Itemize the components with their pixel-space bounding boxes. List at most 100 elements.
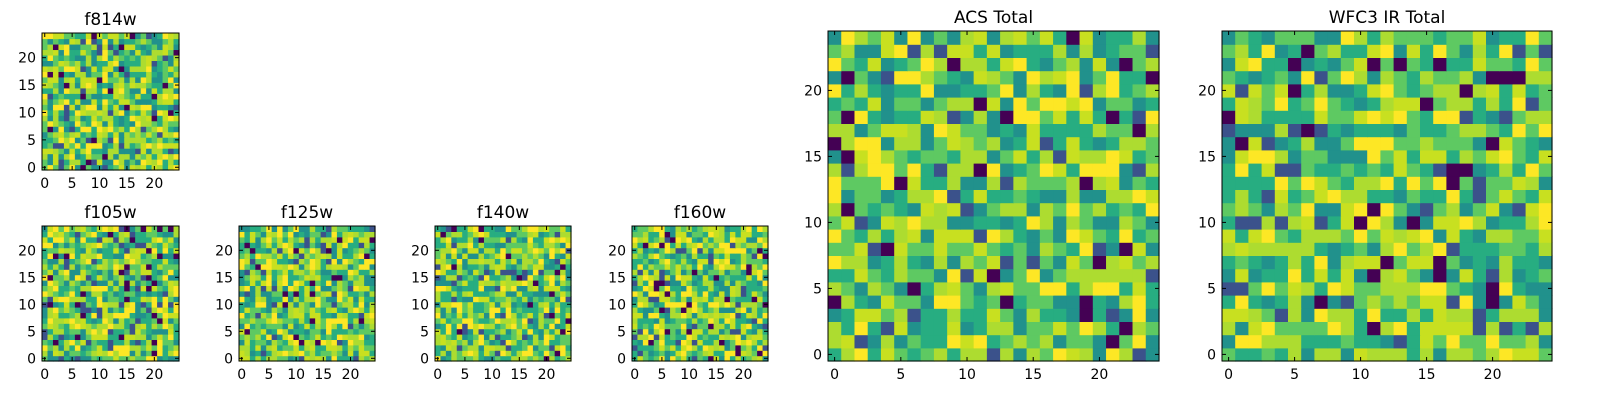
- heatmap-cell: [140, 104, 147, 111]
- heatmap-cell: [697, 242, 704, 249]
- heatmap-cell: [326, 247, 333, 254]
- heatmap-cell: [1053, 110, 1067, 124]
- heatmap-cell: [118, 109, 125, 116]
- heatmap-cell: [74, 164, 81, 171]
- heatmap-cell: [74, 258, 81, 265]
- heatmap-cell: [304, 258, 311, 265]
- heatmap-cell: [287, 274, 294, 281]
- heatmap-cell: [841, 189, 856, 204]
- heatmap-cell: [358, 350, 365, 357]
- heatmap-cell: [135, 131, 142, 138]
- y-tick-label: 15: [411, 270, 429, 286]
- heatmap-cell: [157, 87, 164, 94]
- heatmap-cell: [1314, 334, 1329, 349]
- heatmap-cell: [724, 269, 731, 276]
- heatmap-cell: [680, 312, 687, 319]
- heatmap-cell: [129, 236, 136, 243]
- heatmap-cell: [489, 339, 496, 346]
- heatmap-cell: [168, 104, 175, 111]
- heatmap-cell: [1079, 149, 1094, 164]
- heatmap-cell: [1288, 321, 1302, 336]
- heatmap-cell: [1235, 242, 1249, 256]
- heatmap-cell: [1367, 136, 1381, 151]
- heatmap-cell: [102, 93, 109, 100]
- heatmap-cell: [632, 258, 639, 265]
- heatmap-cell: [543, 307, 550, 313]
- heatmap-cell: [854, 44, 869, 58]
- heatmap-cell: [331, 355, 338, 362]
- heatmap-cell: [1354, 321, 1368, 336]
- heatmap-cell: [483, 269, 490, 276]
- heatmap-cell: [102, 334, 109, 340]
- heatmap-cell: [260, 296, 267, 303]
- heatmap-cell: [74, 242, 81, 249]
- heatmap-cell: [42, 126, 49, 133]
- heatmap-cell: [331, 242, 338, 249]
- heatmap-cell: [1145, 57, 1160, 72]
- heatmap-cell: [353, 323, 360, 330]
- heatmap-cell: [52, 38, 60, 45]
- heatmap-cell: [173, 71, 180, 78]
- heatmap-cell: [85, 242, 92, 249]
- heatmap-cell: [522, 296, 529, 303]
- heatmap-cell: [91, 339, 98, 346]
- y-tick-label: 20: [1198, 83, 1216, 99]
- heatmap-cell: [85, 142, 92, 149]
- heatmap-cell: [52, 60, 60, 67]
- heatmap-cell: [664, 258, 671, 265]
- heatmap-cell: [1486, 268, 1500, 283]
- heatmap-cell: [1092, 110, 1107, 124]
- heatmap-cell: [1145, 163, 1160, 177]
- heatmap-cell: [724, 323, 731, 330]
- heatmap-cell: [1261, 347, 1276, 362]
- heatmap-cell: [854, 57, 869, 72]
- heatmap-cell: [947, 70, 961, 85]
- heatmap-cell: [1367, 321, 1381, 336]
- heatmap-cell: [867, 255, 882, 270]
- heatmap-cell: [1274, 334, 1289, 349]
- heatmap-cell: [58, 258, 65, 265]
- heatmap-cell: [129, 231, 136, 238]
- heatmap-cell: [146, 104, 153, 111]
- heatmap-cell: [489, 301, 496, 308]
- heatmap-cell: [632, 280, 639, 286]
- heatmap-cell: [1235, 281, 1249, 296]
- heatmap-cell: [729, 263, 736, 270]
- heatmap-cell: [637, 253, 644, 259]
- heatmap-cell: [282, 290, 289, 297]
- heatmap-cell: [1066, 31, 1081, 45]
- heatmap-cell: [162, 153, 169, 160]
- heatmap-cell: [85, 137, 92, 144]
- heatmap-cell: [1525, 215, 1540, 230]
- heatmap-cell: [124, 312, 131, 319]
- heatmap-cell: [554, 334, 561, 340]
- heatmap-cell: [947, 321, 961, 336]
- heatmap-cell: [527, 339, 534, 346]
- heatmap-cell: [347, 317, 354, 324]
- heatmap-cell: [298, 339, 305, 346]
- heatmap-cell: [670, 296, 677, 303]
- heatmap-cell: [52, 126, 60, 133]
- heatmap-cell: [435, 263, 442, 270]
- heatmap-cell: [1472, 110, 1487, 124]
- heatmap-cell: [271, 247, 278, 254]
- heatmap-cell: [162, 98, 169, 105]
- heatmap-cell: [140, 296, 147, 303]
- heatmap-cell: [1433, 334, 1447, 349]
- heatmap-cell: [762, 339, 769, 346]
- heatmap-cell: [74, 104, 81, 111]
- heatmap-cell: [1106, 70, 1120, 85]
- heatmap-cell: [1235, 347, 1249, 362]
- heatmap-cell: [920, 281, 935, 296]
- heatmap-cell: [1053, 308, 1067, 322]
- heatmap-cell: [315, 334, 322, 340]
- heatmap-cell: [239, 258, 246, 265]
- heatmap-cell: [462, 258, 469, 265]
- heatmap-cell: [118, 317, 125, 324]
- heatmap-cell: [249, 280, 256, 286]
- heatmap-cell: [162, 142, 169, 149]
- heatmap-cell: [757, 242, 764, 249]
- heatmap-cell: [260, 263, 267, 270]
- heatmap-cell: [1525, 163, 1540, 177]
